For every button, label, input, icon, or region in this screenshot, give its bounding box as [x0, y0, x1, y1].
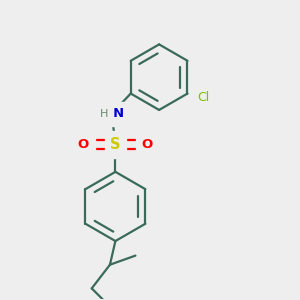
- Text: H: H: [100, 109, 108, 118]
- Text: Cl: Cl: [198, 91, 210, 104]
- Text: N: N: [113, 107, 124, 120]
- Text: S: S: [110, 137, 121, 152]
- Text: O: O: [78, 138, 89, 151]
- Text: O: O: [142, 138, 153, 151]
